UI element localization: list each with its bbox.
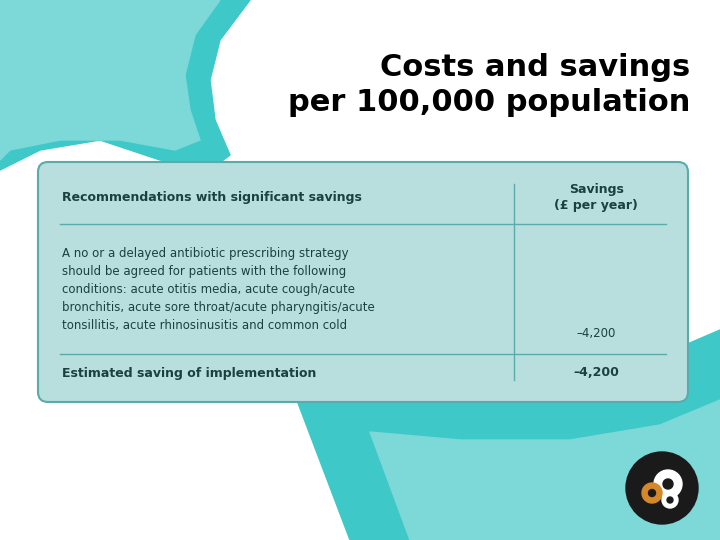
Text: Recommendations with significant savings: Recommendations with significant savings xyxy=(62,192,362,205)
Circle shape xyxy=(654,470,682,498)
Polygon shape xyxy=(0,0,250,170)
Circle shape xyxy=(626,452,698,524)
Polygon shape xyxy=(370,400,720,540)
Text: Savings
(£ per year): Savings (£ per year) xyxy=(554,184,638,213)
Circle shape xyxy=(642,483,662,503)
Text: –4,200: –4,200 xyxy=(577,327,616,341)
Text: –4,200: –4,200 xyxy=(573,367,619,380)
Circle shape xyxy=(649,489,655,496)
Text: Estimated saving of implementation: Estimated saving of implementation xyxy=(62,367,316,380)
Circle shape xyxy=(663,479,673,489)
Circle shape xyxy=(662,492,678,508)
Text: A no or a delayed antibiotic prescribing strategy
should be agreed for patients : A no or a delayed antibiotic prescribing… xyxy=(62,246,374,332)
FancyBboxPatch shape xyxy=(38,162,688,402)
Polygon shape xyxy=(290,330,720,540)
Polygon shape xyxy=(0,0,220,160)
Circle shape xyxy=(667,497,673,503)
Text: Costs and savings
per 100,000 population: Costs and savings per 100,000 population xyxy=(287,53,690,117)
